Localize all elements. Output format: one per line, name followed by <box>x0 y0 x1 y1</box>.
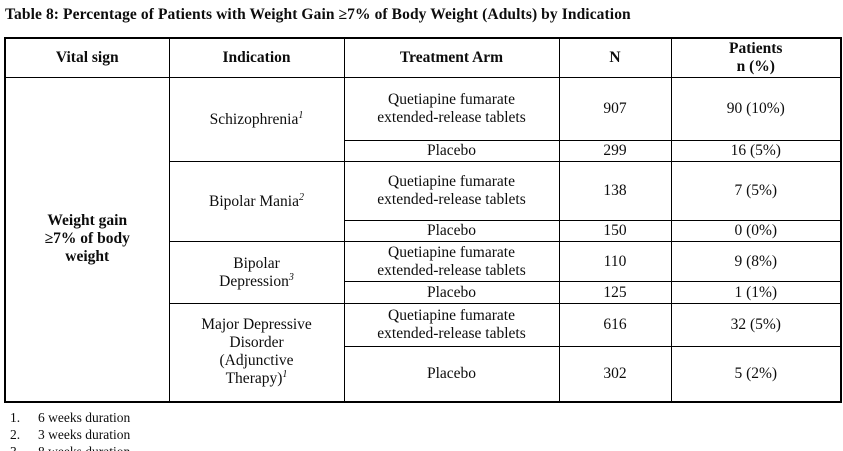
treatment-arm-cell: Placebo <box>343 220 560 242</box>
indication-text: Major Depressive Disorder (Adjunctive Th… <box>201 316 312 388</box>
patients-cell: 16 (5%) <box>670 140 842 162</box>
treatment-text: Quetiapine fumarate extended-release tab… <box>377 307 526 342</box>
footnote-item: 2. 3 weeks duration <box>10 426 843 443</box>
treatment-arm-cell: Quetiapine fumarate extended-release tab… <box>343 241 560 282</box>
table-row: Placebo 125 1 (1%) <box>5 281 842 304</box>
n-cell: 138 <box>558 161 672 221</box>
column-header-vital-sign: Vital sign <box>4 37 170 78</box>
indication-cell: Bipolar Depression3 <box>168 241 345 304</box>
treatment-arm-cell: Quetiapine fumarate extended-release tab… <box>343 303 560 347</box>
footnote-ref: 3 <box>288 271 294 283</box>
patients-cell: 90 (10%) <box>670 77 842 141</box>
footnote-ref: 1 <box>298 109 304 121</box>
treatment-arm-cell: Placebo <box>343 140 560 162</box>
footnote-text: 3 weeks duration <box>38 426 131 442</box>
treatment-arm-cell: Placebo <box>343 346 560 402</box>
vital-sign-cell: Weight gain ≥7% of body weight <box>4 77 170 402</box>
indication-cell: Major Depressive Disorder (Adjunctive Th… <box>168 303 345 402</box>
treatment-text: Quetiapine fumarate extended-release tab… <box>377 173 526 208</box>
weight-gain-table: Vital sign Indication Treatment Arm N Pa… <box>4 37 842 403</box>
n-cell: 125 <box>558 281 672 304</box>
footnote-text: 6 weeks duration <box>38 409 131 425</box>
patients-cell: 9 (8%) <box>670 241 842 282</box>
patients-cell: 7 (5%) <box>670 161 842 221</box>
n-cell: 907 <box>558 77 672 141</box>
vital-sign-text: Weight gain ≥7% of body weight <box>44 212 130 266</box>
column-header-n: N <box>558 37 672 78</box>
column-header-indication: Indication <box>168 37 345 78</box>
footnote-number: 1. <box>10 409 21 425</box>
header-row: Vital sign Indication Treatment Arm N Pa… <box>4 37 842 78</box>
table-row: Placebo 302 5 (2%) <box>5 346 842 402</box>
patients-cell: 0 (0%) <box>670 220 842 242</box>
treatment-arm-cell: Quetiapine fumarate extended-release tab… <box>343 161 560 221</box>
column-header-treatment-arm: Treatment Arm <box>343 37 560 78</box>
footnote-ref: 1 <box>282 369 288 381</box>
patients-cell: 5 (2%) <box>670 346 842 402</box>
footnotes: 1. 6 weeks duration 2. 3 weeks duration … <box>10 409 843 451</box>
n-cell: 302 <box>558 346 672 402</box>
indication-text: Bipolar Mania <box>209 192 299 210</box>
treatment-arm-cell: Quetiapine fumarate extended-release tab… <box>343 77 560 141</box>
n-cell: 110 <box>558 241 672 282</box>
indication-cell: Bipolar Mania2 <box>168 161 345 242</box>
column-header-patients: Patients n (%) <box>670 37 842 78</box>
table-row: Weight gain ≥7% of body weight Schizophr… <box>4 77 842 402</box>
indication-cell: Schizophrenia1 <box>168 77 345 162</box>
footnote-item: 3. 8 weeks duration <box>10 443 843 451</box>
footnote-ref: 2 <box>298 191 304 203</box>
patients-cell: 32 (5%) <box>670 303 842 347</box>
footnote-number: 3. <box>10 443 21 451</box>
treatment-text: Quetiapine fumarate extended-release tab… <box>377 243 526 279</box>
table-row: Major Depressive Disorder (Adjunctive Th… <box>5 303 842 402</box>
n-cell: 299 <box>558 140 672 162</box>
n-cell: 150 <box>558 220 672 242</box>
footnote-item: 1. 6 weeks duration <box>10 409 843 426</box>
patients-cell: 1 (1%) <box>670 281 842 304</box>
n-cell: 616 <box>558 303 672 347</box>
table-row: Bipolar Depression3 Quetiapine fumarate … <box>5 241 842 304</box>
page-title: Table 8: Percentage of Patients with Wei… <box>5 6 631 23</box>
footnote-number: 2. <box>10 426 21 442</box>
indication-text: Bipolar Depression <box>219 254 289 290</box>
treatment-arm-cell: Placebo <box>343 281 560 304</box>
treatment-text: Quetiapine fumarate extended-release tab… <box>377 91 526 126</box>
indication-text: Schizophrenia <box>209 110 299 128</box>
footnote-text: 8 weeks duration <box>38 443 131 451</box>
